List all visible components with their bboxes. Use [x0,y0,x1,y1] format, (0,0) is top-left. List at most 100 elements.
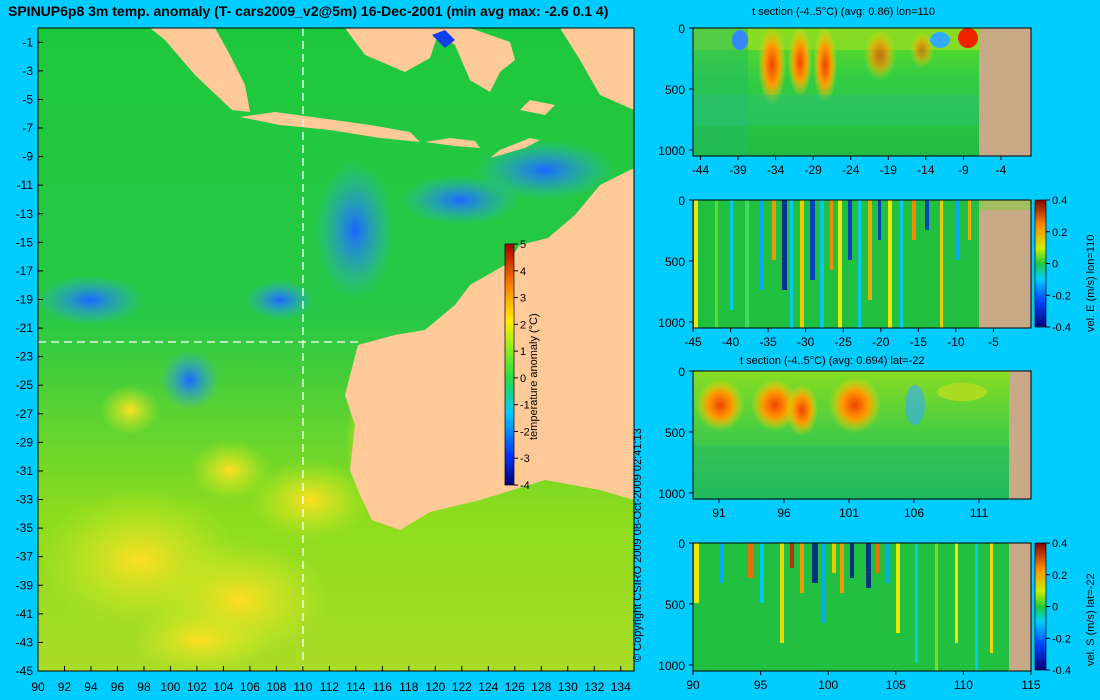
section-ytick-label: 0 [678,537,685,551]
section-ytick-label: 0 [678,194,685,208]
velocity-jet [694,543,699,603]
section-ytick-label: 0 [678,22,685,36]
velocity-jet [790,543,794,568]
section-xtick-label: -10 [947,335,965,349]
velocity-jet [822,543,826,623]
velocity-jet [935,543,938,671]
map-ytick-label: -31 [16,464,34,478]
velocity-jet [790,200,793,328]
map-xtick-label: 90 [31,680,45,694]
velocity-jet [990,543,993,653]
velocity-jet [940,200,943,328]
map-xtick-label: 106 [240,680,260,694]
section-xtick-label: 100 [818,678,838,692]
map-colorbar-tick: 2 [520,319,526,331]
velocity-jet [848,200,852,260]
section-xtick-label: 90 [686,678,700,692]
velocity-jet [850,543,854,578]
velocity-jet [780,543,784,643]
velocity-jet [694,200,698,328]
map-xtick-label: 104 [213,680,233,694]
velocity-jet [878,200,881,240]
velocity-jet [868,200,872,300]
section-xtick-label: -39 [729,163,747,177]
velocity-jet [800,200,804,328]
map-ytick-label: -9 [22,150,33,164]
section-xtick-label: 91 [712,506,726,520]
section3-plot [693,371,1031,500]
map-xtick-label: 120 [425,680,445,694]
map-ytick-label: -3 [22,64,33,78]
map-ytick-label: -19 [16,292,34,306]
velocity-jet [896,543,900,633]
map-xtick-label: 96 [111,680,125,694]
velocity-jet [748,543,753,578]
section-xtick-label: -5 [988,335,999,349]
section-ytick-label: 500 [665,598,685,612]
section-ytick-label: 1000 [658,659,685,673]
velocity-jet [900,200,903,328]
section1-title: t section (-4..5°C) (avg: 0.86) lon=110 [752,6,936,18]
map-colorbar-tick: 5 [520,239,526,251]
map-ytick-label: -21 [16,321,34,335]
map-xtick-label: 132 [584,680,604,694]
section-xtick-label: -25 [835,335,853,349]
map-colorbar-tick: -4 [520,480,530,492]
section-xtick-label: 105 [886,678,906,692]
map-xtick-label: 110 [293,680,312,694]
velocity-jet [955,543,958,643]
velocity-jet [715,200,718,328]
velocity-colorbar-tick: 0.2 [1052,570,1067,582]
map-land-australia [345,168,634,530]
velocity-colorbar-tick: -0.4 [1052,322,1071,334]
velocity-jet [886,543,890,583]
section-xtick-label: -30 [797,335,815,349]
map-xtick-label: 134 [611,680,631,694]
copyright-note: © Copyright CSIRO 2009 08-Oct-2009 02:41… [632,428,644,662]
map-colorbar-ticks: 5 4 3 2 1 0 -1 -2 -3 -4 [514,239,530,492]
section-xtick-label: -45 [684,335,702,349]
map-colorbar-label: temperature anomaly (°C) [528,313,540,440]
map-ytick-label: -11 [17,178,34,192]
velocity-jet [858,200,861,328]
map-colorbar-tick: -3 [520,453,530,465]
velocity-colorbar-tick: -0.2 [1052,290,1071,302]
map-land-sunda [425,138,480,148]
velocity-jet [838,200,842,328]
section2-plot [693,200,1031,328]
section-xtick-label: -40 [722,335,740,349]
map-land-java [240,112,420,142]
section-xtick-label: -29 [805,163,823,177]
section-ytick-label: 0 [678,365,685,379]
map-xtick-label: 102 [187,680,207,694]
section-xtick-label: 96 [777,506,791,520]
section4-colorbar [1034,542,1047,671]
map-land-sulawesi [430,28,515,92]
section-xtick-label: 111 [970,506,989,520]
section-xtick-label: -15 [910,335,928,349]
map-ytick-label: -43 [16,635,34,649]
map-land-borneo [345,28,440,72]
map-ytick-label: -5 [22,92,33,106]
section-ytick-label: 500 [665,83,685,97]
velocity-colorbar-tick: 0.4 [1052,538,1067,550]
map-xtick-label: 112 [320,680,339,694]
section-xtick-label: -34 [767,163,785,177]
map-ytick-label: -15 [16,235,34,249]
map-xtick-label: 98 [137,680,151,694]
map-ytick-label: -45 [16,664,34,678]
map-xtick-label: 116 [373,680,392,694]
velocity-jet [866,543,871,588]
map-cool-anomalies [38,140,615,410]
velocity-jet [876,543,879,573]
map-ytick-label: -29 [16,435,34,449]
map-colorbar-tick: 1 [520,346,526,358]
velocity-jet [820,200,824,328]
section-xtick-label: 106 [904,506,924,520]
velocity-colorbar-tick: 0 [1052,602,1058,614]
map-xtick-label: 130 [558,680,578,694]
section-xtick-label: -19 [880,163,898,177]
velocity-jet [975,543,978,671]
map-land-sumatra [150,28,250,112]
map-land-timor [490,138,540,158]
